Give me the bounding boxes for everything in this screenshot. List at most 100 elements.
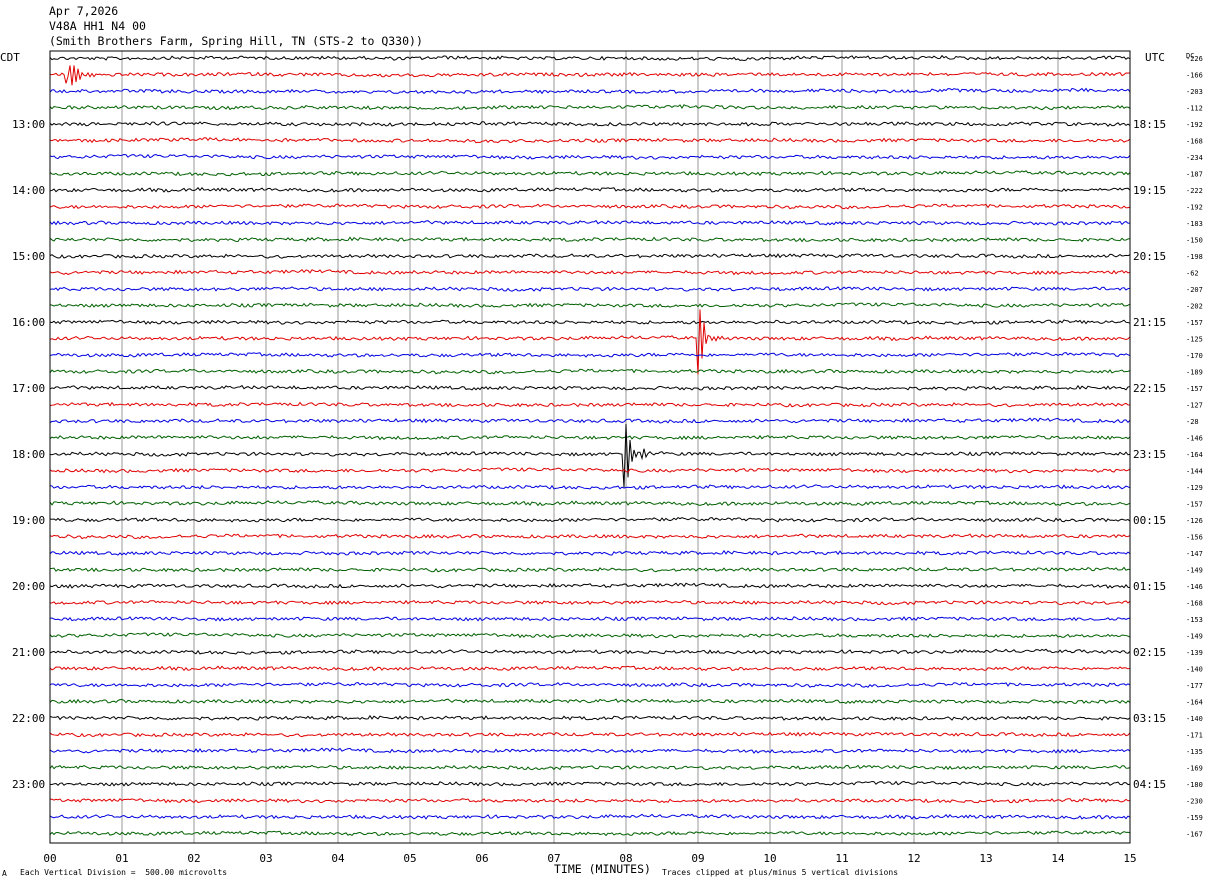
trace-41 [49, 714, 1131, 721]
dc-offset-label: -146 [1186, 435, 1203, 443]
station-location: (Smith Brothers Farm, Spring Hill, TN (S… [49, 34, 423, 48]
trace-22 [49, 401, 1131, 408]
x-tick-label: 03 [259, 852, 272, 865]
dc-offset-label: -177 [1186, 682, 1203, 690]
grid [121, 51, 1059, 843]
left-hour-label: 13:00 [12, 118, 45, 131]
corner-mark: A [2, 869, 7, 878]
dc-offset-label: -157 [1186, 319, 1203, 327]
right-hour-labels: 18:15 19:15 20:15 21:15 22:15 23:15 00:15 01:15… [1133, 118, 1166, 791]
trace-46 [49, 797, 1131, 804]
right-hour-label: 00:15 [1133, 514, 1166, 527]
dc-offset-label: -166 [1186, 72, 1203, 80]
left-hour-label: 18:00 [12, 448, 45, 461]
left-hour-label: 17:00 [12, 382, 45, 395]
trace-16 [49, 302, 1131, 308]
x-axis-label: TIME (MINUTES) [554, 862, 651, 876]
trace-40 [49, 698, 1131, 705]
trace-30 [49, 533, 1131, 540]
trace-44 [49, 764, 1131, 771]
dc-offset-label: -144 [1186, 468, 1203, 476]
trace-7 [49, 153, 1131, 160]
dc-offset-label: -149 [1186, 633, 1203, 641]
trace-9 [49, 187, 1131, 193]
dc-offset-label: -192 [1186, 121, 1203, 129]
dc-offset-label: -149 [1186, 567, 1203, 575]
dc-offset-label: -189 [1186, 369, 1203, 377]
x-tick-label: 06 [475, 852, 488, 865]
trace-18 [49, 309, 1131, 375]
x-tick-label: 10 [763, 852, 776, 865]
dc-offset-label: -135 [1186, 748, 1203, 756]
left-hour-label: 19:00 [12, 514, 45, 527]
dc-offset-label: -146 [1186, 583, 1203, 591]
left-hour-label: 15:00 [12, 250, 45, 263]
trace-39 [49, 681, 1131, 688]
left-hour-label: 23:00 [12, 778, 45, 791]
dc-offset-label: -226 [1186, 55, 1203, 63]
right-hour-label: 19:15 [1133, 184, 1166, 197]
trace-group [49, 54, 1131, 837]
dc-offset-label: -140 [1186, 715, 1203, 723]
trace-13 [49, 253, 1131, 259]
right-hour-label: 04:15 [1133, 778, 1166, 791]
dc-offset-label: -164 [1186, 451, 1203, 459]
dc-offset-label: -198 [1186, 253, 1203, 261]
trace-2 [49, 65, 1131, 86]
dc-offset-label: -169 [1186, 765, 1203, 773]
dc-offset-label: -126 [1186, 517, 1203, 525]
dc-offset-label: -168 [1186, 600, 1203, 608]
trace-34 [49, 599, 1131, 606]
trace-33 [49, 582, 1131, 589]
x-tick-label: 12 [907, 852, 920, 865]
dc-offset-label: -171 [1186, 732, 1203, 740]
right-hour-label: 23:15 [1133, 448, 1166, 461]
trace-26 [49, 467, 1131, 474]
trace-37 [49, 648, 1131, 655]
scale-note: Each Vertical Division = 500.00 microvol… [20, 868, 228, 877]
trace-4 [49, 104, 1131, 111]
trace-43 [49, 747, 1131, 754]
left-hour-labels: 13:00 14:00 15:00 16:00 17:00 18:00 19:00 20:00… [12, 118, 45, 791]
trace-11 [49, 219, 1131, 226]
trace-15 [49, 286, 1131, 292]
trace-5 [49, 121, 1131, 127]
trace-35 [49, 616, 1131, 622]
dc-offset-label: -153 [1186, 616, 1203, 624]
dc-offset-label: -183 [1186, 220, 1203, 228]
right-hour-label: 21:15 [1133, 316, 1166, 329]
dc-offset-label: -234 [1186, 154, 1203, 162]
dc-offset-label: -168 [1186, 138, 1203, 146]
dc-offset-label: -28 [1186, 418, 1199, 426]
right-hour-label: 03:15 [1133, 712, 1166, 725]
trace-10 [49, 203, 1131, 210]
left-hour-label: 14:00 [12, 184, 45, 197]
dc-offset-label: -202 [1186, 303, 1203, 311]
trace-21 [49, 384, 1131, 391]
trace-1 [49, 54, 1131, 62]
dc-offset-label: -157 [1186, 501, 1203, 509]
trace-19 [49, 351, 1131, 358]
clip-note: Traces clipped at plus/minus 5 vertical … [662, 868, 899, 877]
trace-3 [49, 87, 1131, 95]
dc-offset-label: -187 [1186, 171, 1203, 179]
x-tick-label: 11 [835, 852, 848, 865]
dc-offset-label: -157 [1186, 385, 1203, 393]
trace-29 [49, 516, 1131, 523]
trace-27 [49, 484, 1131, 490]
x-tick-label: 14 [1051, 852, 1065, 865]
plot-frame [49, 50, 1131, 844]
trace-23 [49, 417, 1131, 424]
dc-offset-label: -159 [1186, 814, 1203, 822]
dc-offset-labels: -226 -166 -203 -112 -192 -168 -234 -187 -222 -192… [1186, 55, 1203, 839]
dc-offset-label: -139 [1186, 649, 1203, 657]
trace-36 [49, 632, 1131, 639]
trace-38 [49, 665, 1131, 672]
x-tick-label: 08 [619, 852, 632, 865]
dc-offset-label: -127 [1186, 402, 1203, 410]
x-tick-label: 02 [187, 852, 200, 865]
dc-header: DC [1186, 52, 1194, 60]
right-timezone: UTC [1145, 51, 1165, 64]
trace-47 [49, 813, 1131, 820]
trace-20 [49, 368, 1131, 375]
